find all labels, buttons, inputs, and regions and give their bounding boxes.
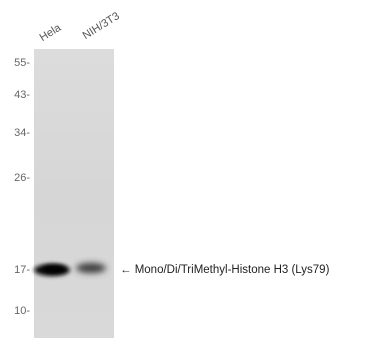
band-label: ← Mono/Di/TriMethyl-Histone H3 (Lys79) [120, 264, 330, 276]
marker-10: 10- [14, 305, 30, 317]
membrane [34, 49, 114, 338]
marker-26: 26- [14, 172, 30, 184]
marker-17: 17- [14, 264, 30, 276]
marker-55: 55- [14, 57, 30, 69]
band-nih3t3 [76, 263, 106, 273]
marker-34: 34- [14, 127, 30, 139]
marker-43: 43- [14, 89, 30, 101]
